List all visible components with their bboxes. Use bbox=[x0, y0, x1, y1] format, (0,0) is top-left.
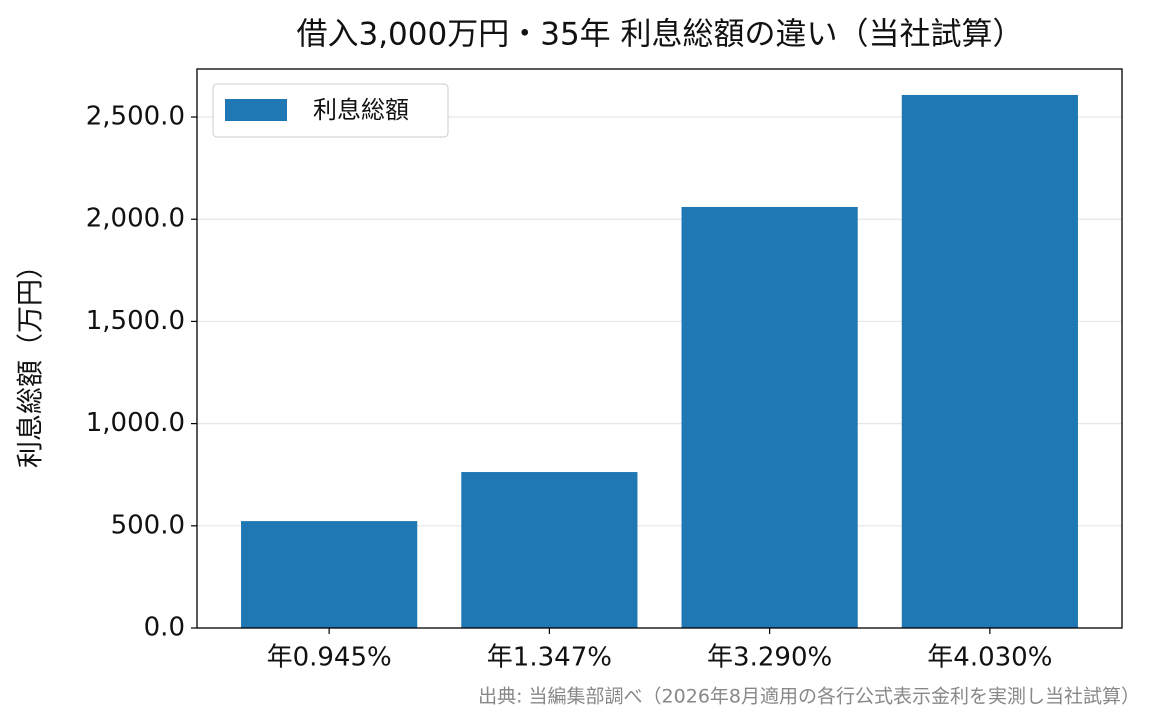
y-tick-label: 2,000.0 bbox=[86, 204, 185, 234]
legend-swatch bbox=[225, 99, 287, 121]
y-tick-label: 1,000.0 bbox=[86, 408, 185, 438]
y-tick-label: 2,500.0 bbox=[86, 102, 185, 132]
y-tick-label: 1,500.0 bbox=[86, 306, 185, 336]
x-tick-label: 年1.347% bbox=[487, 643, 612, 673]
y-axis-label: 利息総額（万円） bbox=[16, 252, 47, 468]
bar bbox=[901, 94, 1078, 629]
bar bbox=[681, 206, 858, 628]
legend-label: 利息総額 bbox=[313, 96, 409, 124]
bar bbox=[461, 472, 638, 628]
chart-title: 借入3,000万円・35年 利息総額の違い（当社試算） bbox=[296, 17, 1023, 53]
plot-frame bbox=[196, 68, 1123, 629]
source-note: 出典: 当編集部調べ（2026年8月適用の各行公式表示金利を実測し当社試算） bbox=[478, 686, 1140, 708]
x-tick-label: 年0.945% bbox=[267, 643, 392, 673]
y-tick-label: 0.0 bbox=[144, 613, 185, 643]
legend-box bbox=[212, 83, 449, 138]
y-tick-label: 500.0 bbox=[111, 510, 185, 540]
bar bbox=[241, 521, 418, 628]
x-tick-label: 年4.030% bbox=[927, 643, 1052, 673]
x-tick-label: 年3.290% bbox=[707, 643, 832, 673]
